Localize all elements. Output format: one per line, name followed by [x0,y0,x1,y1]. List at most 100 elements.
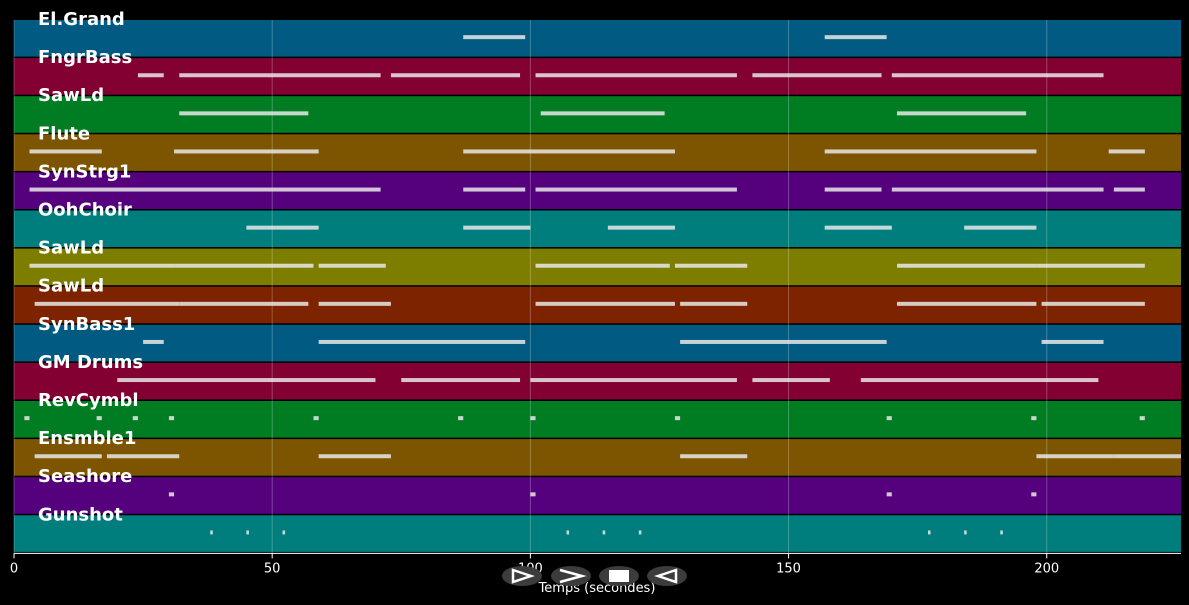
note-mark [463,35,526,40]
control-background [502,566,542,586]
grid-layer [13,20,1048,554]
note-mark [964,225,1037,230]
note-mark [1108,149,1145,154]
track-label: Seashore [38,466,132,487]
note-mark [246,530,249,535]
note-mark [540,111,665,116]
fast-forward-button[interactable] [551,566,591,586]
track-label: Gunshot [38,504,123,525]
note-mark [964,530,967,535]
note-mark [602,530,606,535]
note-mark [1139,416,1145,421]
note-mark [318,301,391,306]
x-tick-label: 150 [776,561,801,576]
track-row [14,439,1181,476]
note-mark [246,225,319,230]
note-mark [535,301,675,306]
note-mark [674,263,748,268]
stop-icon [609,570,629,582]
note-mark [680,339,887,344]
x-tick-label: 0 [10,561,18,576]
x-tick-label: 200 [1034,561,1059,576]
track-label: SawLd [38,276,104,297]
note-mark [896,263,1037,268]
play-icon [511,568,535,584]
note-mark [1041,339,1104,344]
note-mark [886,416,892,421]
x-axis: 050100150200 [10,552,1181,576]
note-mark [1000,530,1003,535]
track-label: FngrBass [38,47,132,68]
note-mark [824,225,892,230]
track-label: SawLd [38,238,104,259]
track-label: OohChoir [38,200,132,221]
play-button[interactable] [502,566,542,586]
note-mark [860,378,1099,383]
note-mark [896,111,1027,116]
note-mark [891,73,1104,78]
note-mark [174,149,319,154]
rewind-icon [654,568,678,584]
note-mark [530,492,536,497]
rewind-button[interactable] [647,566,687,586]
track-label: RevCymbl [38,390,139,411]
note-mark [530,378,737,383]
note-mark [1036,454,1114,459]
note-mark [896,301,1037,306]
x-tick-label: 50 [264,561,281,576]
note-mark [179,73,381,78]
note-mark [458,416,464,421]
note-mark [891,187,1104,192]
note-mark [824,187,882,192]
note-mark [318,454,391,459]
note-mark [34,454,102,459]
note-mark [174,263,314,268]
note-mark [390,73,521,78]
note-mark [535,73,737,78]
track-label: SynStrg1 [38,161,131,182]
track-row [14,401,1181,438]
track-label: GM Drums [38,352,143,373]
note-mark [927,530,931,535]
note-mark [824,149,1037,154]
note-mark [210,530,213,535]
track-labels-layer: El.Grand FngrBass SawLd Flute SynStrg1 OohCho… [38,9,143,525]
note-mark [638,530,642,535]
note-mark [117,378,376,383]
note-mark [680,301,748,306]
note-mark [752,73,882,78]
track-label: Flute [38,123,90,144]
note-mark [29,263,175,268]
note-mark [680,454,748,459]
note-mark [607,225,675,230]
note-mark [137,73,164,78]
note-mark [168,492,175,497]
track-row [14,20,1181,57]
note-mark [96,416,102,421]
note-mark [318,339,526,344]
tracks-layer [14,20,1181,552]
x-axis-label: Temps (secondes) [538,581,656,596]
note-mark [674,416,681,421]
note-mark [106,454,180,459]
note-mark [535,187,737,192]
note-mark [530,416,536,421]
stop-button[interactable] [599,566,639,586]
note-mark [886,492,892,497]
track-label: Ensmble1 [38,428,136,449]
note-mark [29,187,381,192]
fast-forward-icon [559,568,587,584]
note-mark [463,225,531,230]
note-mark [313,416,319,421]
note-mark [1036,263,1145,268]
note-mark [1113,454,1181,459]
note-mark [1031,416,1037,421]
control-background [647,566,687,586]
note-mark [318,263,386,268]
note-mark [24,416,30,421]
note-mark [401,378,521,383]
track-label: SynBass1 [38,314,135,335]
note-mark [168,416,175,421]
note-mark [1113,187,1145,192]
track-row [14,515,1181,552]
